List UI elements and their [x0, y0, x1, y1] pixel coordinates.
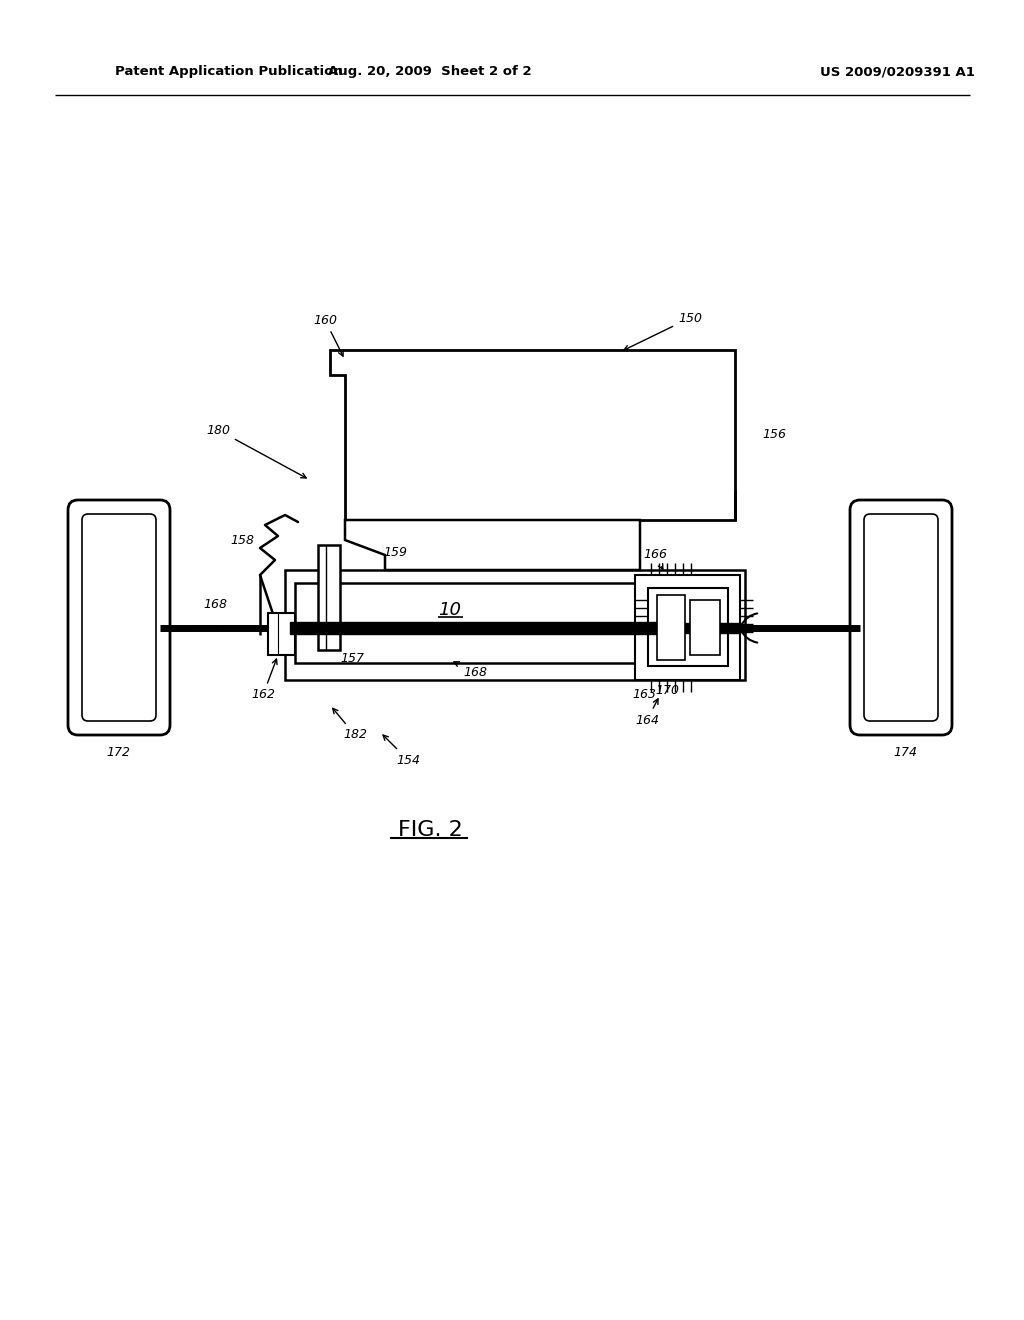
Text: 168: 168 [203, 598, 227, 611]
FancyBboxPatch shape [864, 513, 938, 721]
Text: 182: 182 [333, 709, 367, 742]
Text: 164: 164 [635, 698, 659, 726]
Text: 163: 163 [632, 689, 656, 701]
Text: 154: 154 [383, 735, 420, 767]
Text: 158: 158 [230, 533, 254, 546]
Bar [290, 622, 680, 634]
Bar [318, 545, 340, 649]
Text: 172: 172 [106, 746, 130, 759]
FancyBboxPatch shape [850, 500, 952, 735]
Text: 156: 156 [762, 429, 786, 441]
Bar [635, 623, 740, 634]
Bar [635, 576, 740, 680]
Text: Aug. 20, 2009  Sheet 2 of 2: Aug. 20, 2009 Sheet 2 of 2 [328, 66, 531, 78]
Text: 150: 150 [624, 312, 702, 350]
Text: 168: 168 [454, 661, 487, 678]
Text: 160: 160 [313, 314, 343, 356]
FancyBboxPatch shape [82, 513, 156, 721]
Text: 10: 10 [438, 601, 462, 619]
Bar [285, 570, 745, 680]
Polygon shape [330, 350, 735, 520]
FancyBboxPatch shape [68, 500, 170, 735]
Text: 166: 166 [643, 549, 667, 569]
Bar [690, 601, 720, 655]
Text: 162: 162 [251, 659, 278, 701]
Bar [657, 595, 685, 660]
Text: 180: 180 [206, 424, 306, 478]
Bar [268, 612, 295, 655]
Text: 170: 170 [655, 684, 679, 697]
Text: US 2009/0209391 A1: US 2009/0209391 A1 [820, 66, 975, 78]
Text: FIG. 2: FIG. 2 [397, 820, 463, 840]
Text: Patent Application Publication: Patent Application Publication [115, 66, 343, 78]
Bar [295, 583, 640, 663]
Polygon shape [345, 520, 640, 570]
Text: 159: 159 [383, 545, 407, 558]
Text: 157: 157 [340, 652, 364, 664]
Bar [648, 587, 728, 667]
Text: 174: 174 [893, 746, 918, 759]
